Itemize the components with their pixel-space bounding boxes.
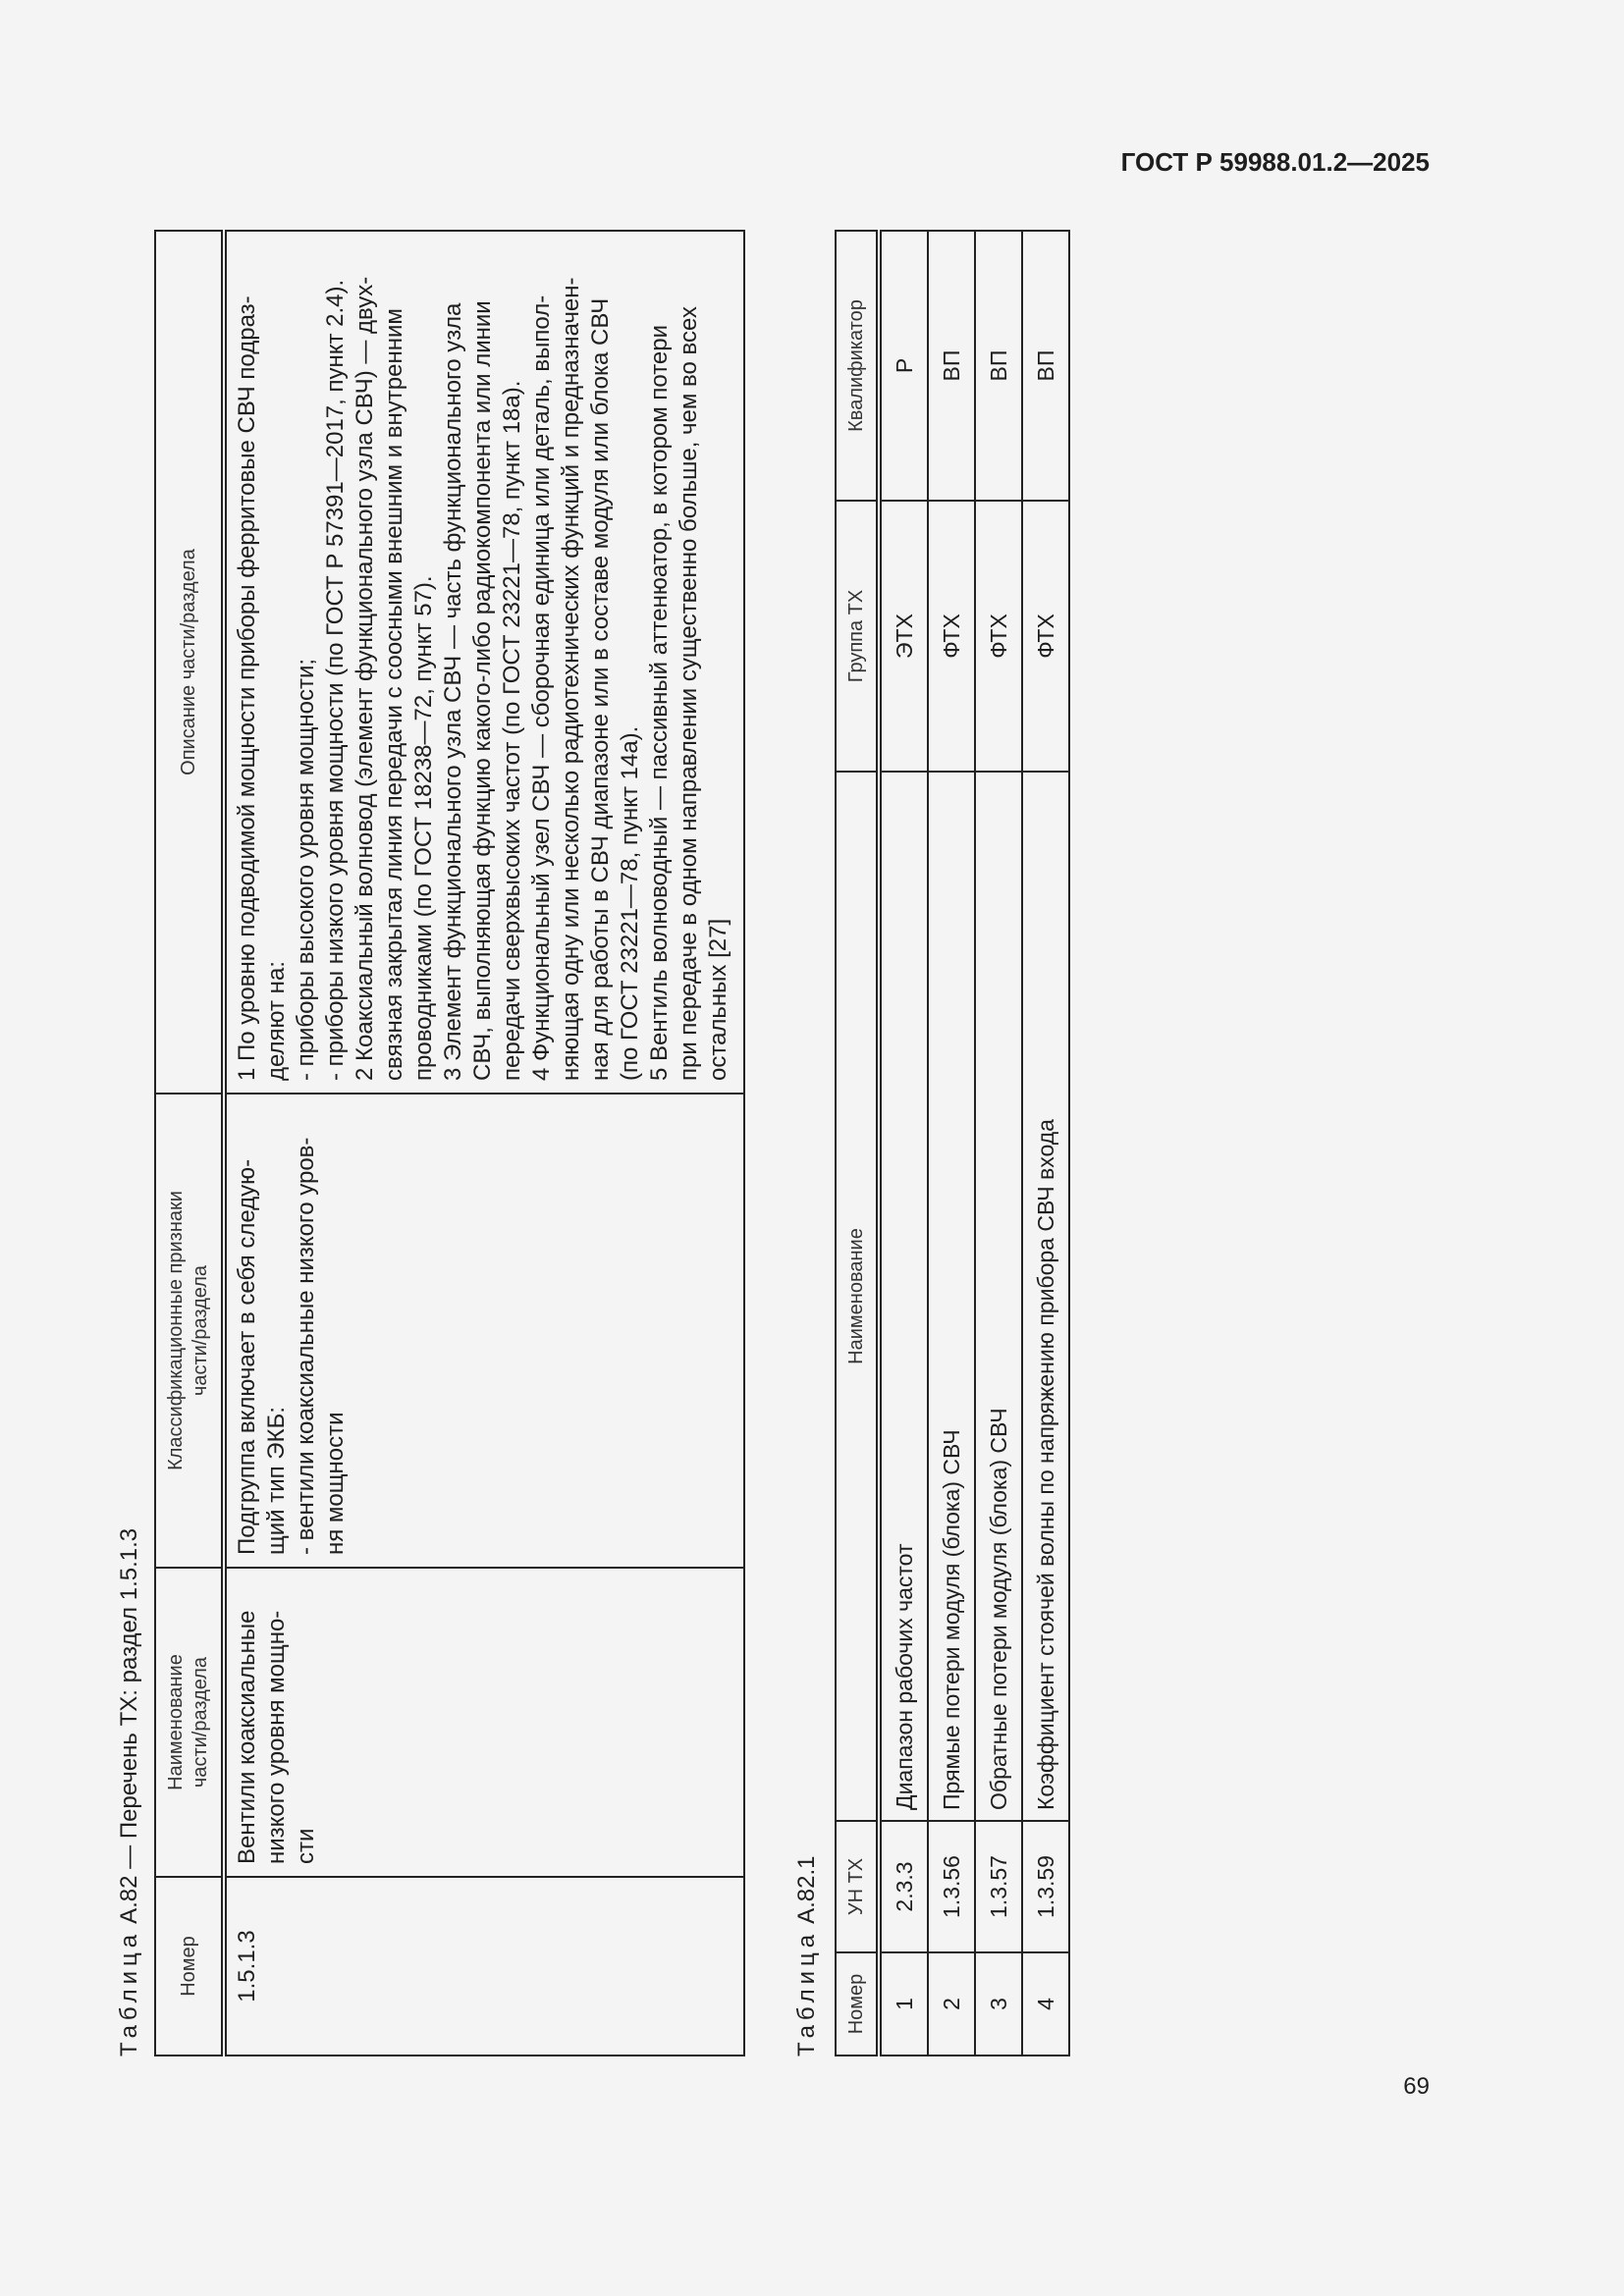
column-header-name: Наименование — [836, 772, 879, 1821]
cell-description: 1 По уровню подводимой мощности приборы … — [224, 231, 744, 1094]
cell-number: 4 — [1022, 1952, 1069, 2056]
cell-name: Вентили коаксиальные низкого уровня мощн… — [224, 1568, 744, 1877]
column-header-group: Группа ТХ — [836, 501, 879, 772]
table-row: 4 1.3.59 Коэффициент стоячей волны по напр… — [1022, 231, 1069, 2056]
table-a82-1-block: Таблица А.82.1 Номер УН ТХ Наименование Г… — [790, 230, 1070, 2057]
cell-number: 2 — [928, 1952, 975, 2056]
column-header-name: Наименование части/раздела — [155, 1568, 224, 1877]
cell-qualifier: Р — [879, 231, 928, 501]
cell-qualifier: ВП — [1022, 231, 1069, 501]
table-row: 1.5.1.3 Вентили коаксиальные низкого уро… — [224, 231, 744, 2056]
table-a82-block: Таблица А.82 — Перечень ТХ: раздел 1.5.1.… — [113, 230, 745, 2056]
page-number: 69 — [1403, 2073, 1430, 2100]
column-header-qualifier: Квалификатор — [836, 231, 879, 501]
column-header-code: УН ТХ — [836, 1821, 879, 1952]
cell-number: 1.5.1.3 — [224, 1877, 744, 2056]
cell-name: Коэффициент стоячей волны по напряжению … — [1022, 772, 1069, 1821]
table-header-row: Номер УН ТХ Наименование Группа ТХ Квали… — [836, 231, 879, 2056]
column-header-description: Описание части/раздела — [155, 231, 224, 1094]
table-header-row: Номер Наименование части/раздела Классиф… — [155, 231, 224, 2056]
cell-name: Прямые потери модуля (блока) СВЧ — [928, 772, 975, 1821]
cell-group: ФТХ — [1022, 501, 1069, 772]
cell-code: 2.3.3 — [879, 1821, 928, 1952]
caption-text: А.82.1 — [793, 1855, 820, 1924]
cell-number: 1 — [879, 1952, 928, 2056]
table-row: 1 2.3.3 Диапазон рабочих частот ЭТХ Р — [879, 231, 928, 2056]
cell-group: ФТХ — [975, 501, 1022, 772]
caption-text: А.82 — Перечень ТХ: раздел 1.5.1.3 — [116, 1527, 142, 1924]
cell-group: ЭТХ — [879, 501, 928, 772]
document-code: ГОСТ Р 59988.01.2—2025 — [1120, 147, 1430, 177]
table-caption: Таблица А.82.1 — [790, 232, 835, 2057]
cell-qualifier: ВП — [928, 231, 975, 501]
caption-label: Таблица — [116, 1929, 142, 2056]
table-a82: Номер Наименование части/раздела Классиф… — [154, 230, 745, 2056]
cell-qualifier: ВП — [975, 231, 1022, 501]
table-row: 3 1.3.57 Обратные потери модуля (блока) СВ… — [975, 231, 1022, 2056]
column-header-classification: Классификационные признаки части/раздела — [155, 1094, 224, 1568]
cell-name: Обратные потери модуля (блока) СВЧ — [975, 772, 1022, 1821]
cell-group: ФТХ — [928, 501, 975, 772]
table-row: 2 1.3.56 Прямые потери модуля (блока) СВЧ Ф… — [928, 231, 975, 2056]
cell-name: Диапазон рабочих частот — [879, 772, 928, 1821]
column-header-number: Номер — [155, 1877, 224, 2056]
cell-code: 1.3.56 — [928, 1821, 975, 1952]
cell-number: 3 — [975, 1952, 1022, 2056]
cell-code: 1.3.59 — [1022, 1821, 1069, 1952]
table-a82-1: Номер УН ТХ Наименование Группа ТХ Квали… — [835, 230, 1070, 2056]
table-caption: Таблица А.82 — Перечень ТХ: раздел 1.5.1.… — [113, 232, 154, 2056]
column-header-number: Номер — [836, 1952, 879, 2056]
caption-label: Таблица — [793, 1929, 820, 2056]
cell-classification: Подгруппа включает в себя следую- щий ти… — [224, 1094, 744, 1568]
cell-code: 1.3.57 — [975, 1821, 1022, 1952]
